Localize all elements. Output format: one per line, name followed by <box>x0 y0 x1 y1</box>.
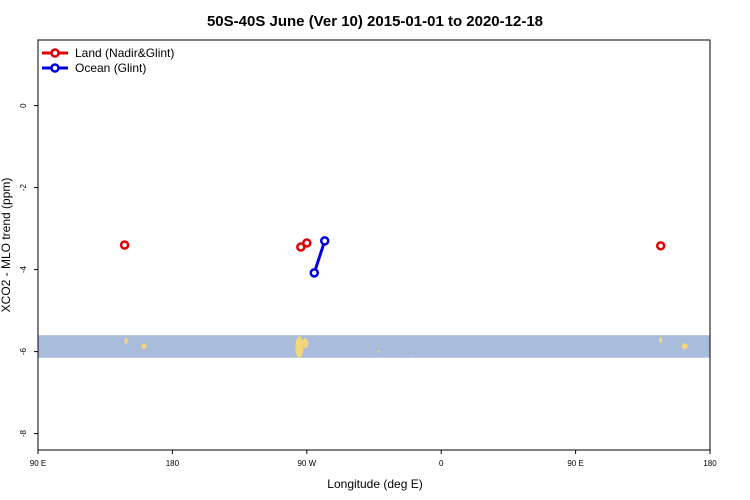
y-axis: 0 -2 -4 -6 -8 <box>19 103 38 437</box>
x-axis: 90 E 180 90 W 0 90 E 180 <box>30 450 717 468</box>
y-tick-label: -4 <box>19 265 28 273</box>
series-layer <box>119 236 666 278</box>
land-mass <box>410 354 412 357</box>
y-tick-label: 0 <box>19 103 28 108</box>
x-tick-label: 180 <box>703 459 717 468</box>
y-tick-label: -8 <box>19 429 28 437</box>
latitude-band-map <box>38 335 710 359</box>
x-tick-label: 90 E <box>567 459 583 468</box>
series <box>119 238 666 252</box>
x-tick-label: 90 E <box>30 459 46 468</box>
y-tick-label: -2 <box>19 183 28 191</box>
land-mass <box>377 350 380 353</box>
data-point <box>319 236 330 246</box>
x-axis-label: Longitude (deg E) <box>327 477 422 491</box>
data-point <box>296 242 306 252</box>
land-masses <box>124 336 688 359</box>
plot-frame <box>37 39 711 451</box>
legend: Land (Nadir&Glint)Ocean (Glint) <box>42 46 174 75</box>
data-point <box>309 268 320 278</box>
land-mass <box>124 337 128 345</box>
land-mass <box>295 336 304 359</box>
land-mass <box>141 343 147 350</box>
chart-title: 50S-40S June (Ver 10) 2015-01-01 to 2020… <box>207 13 543 30</box>
ocean-band <box>38 335 710 358</box>
series-line <box>312 240 327 274</box>
y-axis-label: XCO2 - MLO trend (ppm) <box>0 178 13 313</box>
data-point <box>655 241 666 251</box>
land-mass <box>302 338 309 349</box>
legend-swatch-marker <box>50 48 60 58</box>
legend-swatch-marker <box>50 63 60 73</box>
legend-item: Ocean (Glint) <box>42 61 146 75</box>
land-mass <box>681 343 688 350</box>
legend-label: Land (Nadir&Glint) <box>75 46 174 60</box>
legend-label: Ocean (Glint) <box>75 61 146 75</box>
series <box>309 236 330 278</box>
data-point <box>119 240 130 250</box>
data-point <box>302 238 312 248</box>
x-tick-label: 180 <box>166 459 180 468</box>
land-mass <box>659 337 663 344</box>
y-tick-label: -6 <box>19 347 28 355</box>
legend-item: Land (Nadir&Glint) <box>42 46 174 60</box>
x-tick-label: 90 W <box>297 459 316 468</box>
x-tick-label: 0 <box>439 459 444 468</box>
